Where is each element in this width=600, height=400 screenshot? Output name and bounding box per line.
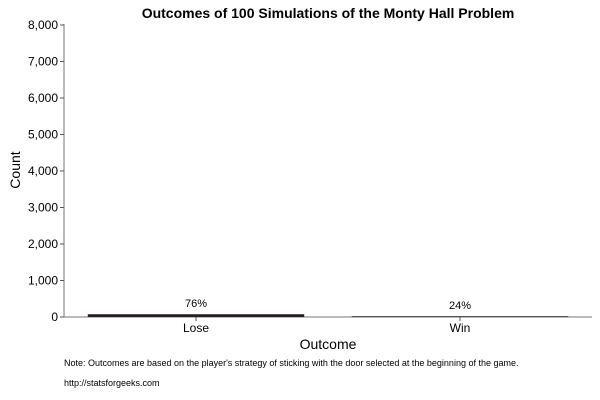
x-axis: Lose Win xyxy=(64,316,592,335)
y-tick-label: 7,000 xyxy=(28,55,58,69)
source-url: http://statsforgeeks.com xyxy=(64,378,160,388)
y-tick-label: 5,000 xyxy=(28,128,58,142)
y-axis-title: Count xyxy=(7,151,23,188)
bar-lose xyxy=(87,314,305,317)
y-tick-label: 0 xyxy=(51,310,58,324)
x-tick-label: Win xyxy=(450,321,471,335)
bar-win xyxy=(351,316,569,317)
y-axis: 0 1,000 2,000 3,000 4,000 5,000 6,000 7,000 8,00… xyxy=(28,18,65,324)
x-axis-title: Outcome xyxy=(300,336,357,352)
bar-data-label: 24% xyxy=(449,300,471,312)
y-tick-label: 3,000 xyxy=(28,201,58,215)
bars xyxy=(87,314,569,317)
y-tick-label: 2,000 xyxy=(28,237,58,251)
y-tick-label: 8,000 xyxy=(28,18,58,32)
y-tick-label: 4,000 xyxy=(28,164,58,178)
y-tick-label: 6,000 xyxy=(28,91,58,105)
chart-note: Note: Outcomes are based on the player's… xyxy=(64,358,518,368)
bar-data-label: 76% xyxy=(185,298,207,310)
x-tick-label: Lose xyxy=(183,321,209,335)
chart-title: Outcomes of 100 Simulations of the Monty… xyxy=(142,5,515,21)
y-tick-label: 1,000 xyxy=(28,274,58,288)
bar-data-labels: 76% 24% xyxy=(185,298,471,312)
